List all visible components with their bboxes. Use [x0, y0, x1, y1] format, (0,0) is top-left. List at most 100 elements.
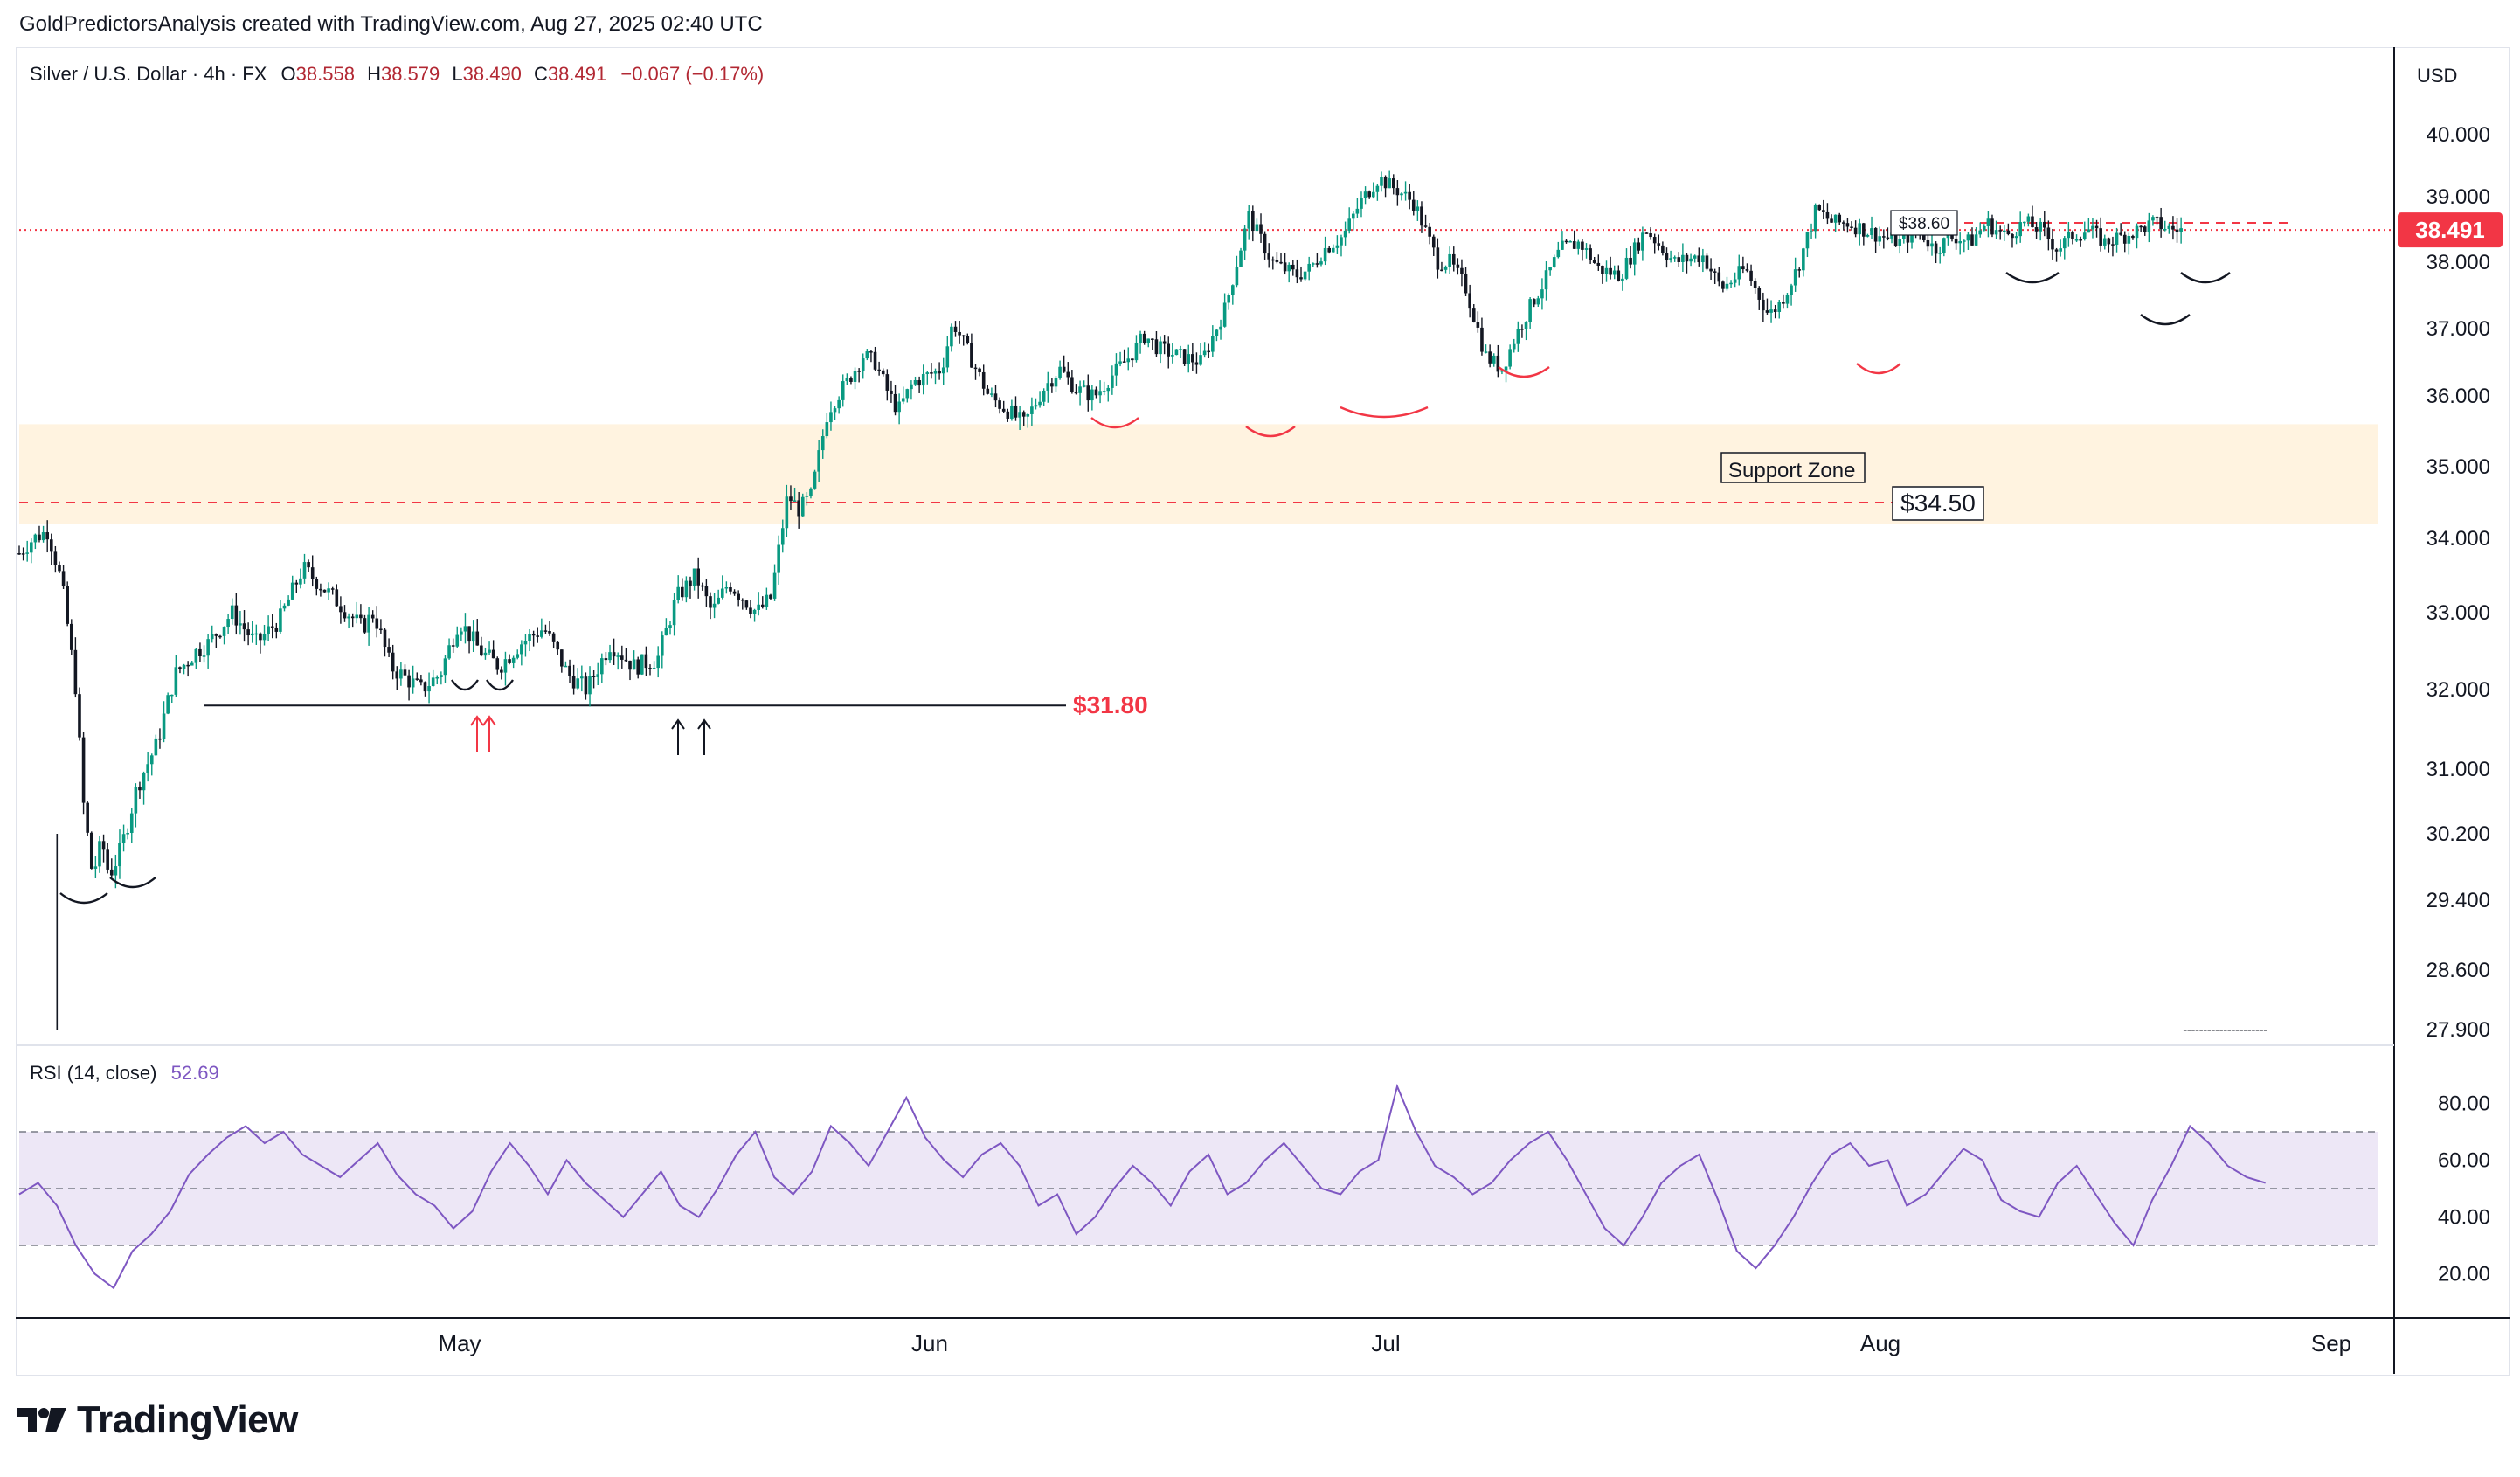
candle-body: [1094, 389, 1098, 396]
rsi-tick-label: 20.00: [2438, 1263, 2490, 1286]
candle-body: [307, 562, 310, 568]
candle-body: [1624, 257, 1629, 279]
candle-body: [511, 657, 516, 663]
candle-body: [1882, 236, 1886, 238]
candle-body: [1222, 302, 1227, 327]
candle-body: [1978, 230, 1982, 235]
candle-body: [2067, 231, 2071, 239]
candle-body: [162, 713, 166, 739]
rsi-legend[interactable]: RSI (14, close) 52.69: [30, 1062, 219, 1085]
candle-body: [287, 599, 290, 606]
price-axis[interactable]: 40.000 39.000 38.000 37.000 36.000 35.000 34.0…: [2427, 123, 2490, 1042]
candle-body: [2143, 226, 2147, 232]
candle-body: [1986, 218, 1990, 226]
candle-body: [1536, 298, 1540, 305]
candle-body: [523, 641, 528, 645]
candle-body: [841, 381, 845, 400]
candle-body: [2151, 217, 2155, 221]
candle-body: [961, 335, 966, 337]
price-tick-label: 32.000: [2427, 678, 2490, 702]
candle-body: [53, 551, 58, 565]
candle-body: [1672, 257, 1677, 259]
candle-body: [845, 378, 849, 382]
candle-body: [1118, 361, 1122, 364]
candle-body: [226, 619, 230, 628]
candle-body: [1548, 267, 1552, 271]
candle-body: [881, 370, 885, 375]
candle-body: [684, 580, 689, 598]
support-zone: [19, 424, 2378, 524]
candle-body: [1982, 225, 1986, 231]
candle-body: [1898, 239, 1902, 246]
time-tick-label: Sep: [2311, 1330, 2351, 1356]
time-tick-label: Jun: [911, 1330, 948, 1356]
high-label: H: [367, 63, 381, 85]
candle-body: [242, 623, 246, 630]
candle-body: [495, 658, 500, 670]
candle-body: [2247, 1030, 2252, 1031]
change-value: −0.067 (−0.17%): [620, 63, 765, 85]
candle-body: [1845, 223, 1850, 227]
candle-body: [81, 737, 86, 803]
candle-body: [2255, 1030, 2260, 1031]
candle-body: [668, 625, 672, 628]
candle-body: [1182, 349, 1187, 364]
candle-body: [2018, 222, 2022, 237]
candle-body: [455, 634, 460, 647]
candle-body: [1609, 267, 1612, 275]
candle-body: [837, 399, 841, 409]
candle-body: [1998, 230, 2002, 232]
candle-body: [941, 367, 945, 374]
candle-body: [114, 866, 118, 876]
tradingview-brand[interactable]: TradingView: [17, 1398, 298, 1442]
candle-body: [254, 633, 259, 635]
candle-body: [632, 659, 636, 670]
candle-body: [1034, 405, 1038, 407]
symbol-legend[interactable]: Silver / U.S. Dollar · 4h · FX O38.558 H…: [30, 63, 764, 86]
candle-body: [89, 832, 93, 869]
price-pane[interactable]: Support Zone $31.80 $34.50 $38.60: [17, 170, 2394, 1031]
candle-body: [1247, 211, 1251, 229]
candle-body: [1010, 405, 1014, 419]
candle-body: [1287, 264, 1291, 272]
candle-body: [1074, 392, 1078, 394]
candle-body: [704, 586, 709, 597]
candle-body: [1046, 383, 1050, 391]
candle-body: [1556, 249, 1561, 258]
candle-body: [146, 764, 149, 773]
candle-body: [1464, 274, 1468, 294]
candle-body: [2263, 1030, 2267, 1031]
candle-body: [777, 544, 780, 573]
time-axis[interactable]: May Jun Jul Aug Sep: [438, 1330, 2351, 1356]
candle-body: [1930, 243, 1934, 247]
candle-body: [2122, 234, 2127, 244]
candle-body: [198, 648, 202, 657]
candle-body: [1323, 247, 1327, 262]
rsi-series-line: [18, 1083, 2266, 1290]
candle-body: [1299, 277, 1303, 280]
candle-body: [1697, 255, 1701, 263]
candle-body: [1211, 336, 1215, 352]
candle-body: [724, 586, 729, 589]
candle-body: [370, 614, 375, 619]
candle-body: [170, 694, 174, 697]
candle-body: [760, 604, 765, 607]
candle-body: [809, 488, 813, 496]
cup-mark: [109, 877, 156, 889]
candle-body: [910, 384, 913, 390]
rsi-pane[interactable]: [18, 1083, 2378, 1290]
rsi-axis[interactable]: 80.00 60.00 40.00 20.00: [2438, 1092, 2490, 1286]
candle-body: [33, 534, 38, 543]
candle-body: [616, 655, 620, 657]
candle-body: [101, 841, 106, 850]
candle-body: [121, 834, 126, 843]
candle-body: [829, 412, 833, 423]
time-tick-label: Jul: [1371, 1330, 1400, 1356]
candle-body: [1070, 377, 1074, 392]
candle-body: [1657, 243, 1661, 246]
candle-body: [106, 849, 109, 870]
candle-body: [343, 612, 347, 619]
candle-body: [319, 588, 322, 591]
candle-body: [516, 654, 520, 658]
